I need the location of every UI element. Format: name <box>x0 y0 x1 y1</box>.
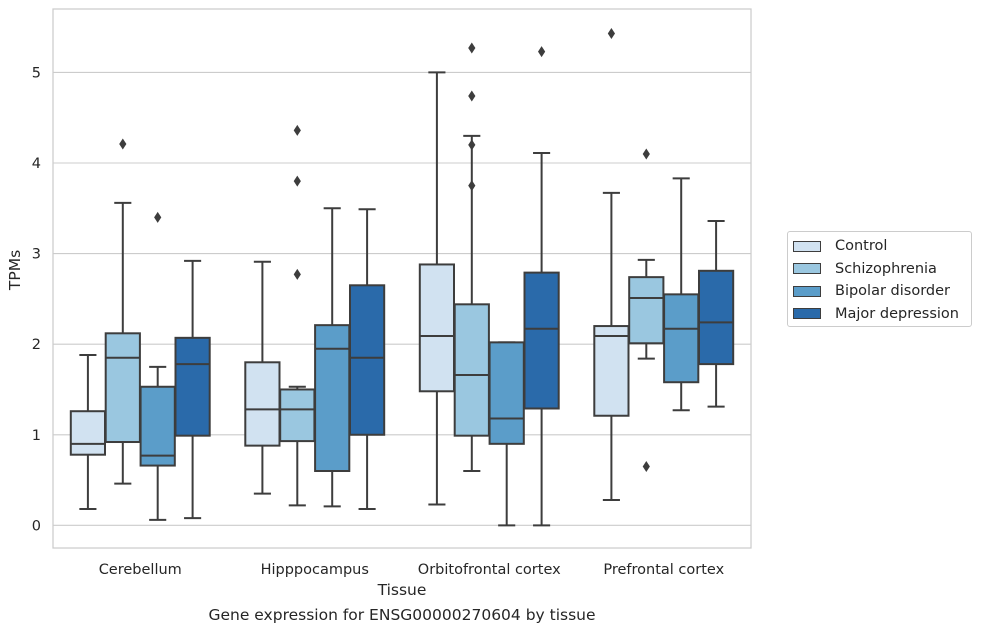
outlier-point <box>468 139 476 151</box>
box-control <box>69 354 107 511</box>
x-axis-label: Tissue <box>377 581 427 599</box>
box-major-depression <box>697 219 735 408</box>
legend-item: Control <box>793 235 971 258</box>
box-control <box>244 260 281 495</box>
box-schizophrenia <box>453 42 490 472</box>
y-tick-label: 3 <box>32 247 41 263</box>
y-tick-labels: 0 1 2 3 4 5 <box>32 65 41 534</box>
legend-swatch <box>793 285 821 297</box>
box-iqr <box>663 293 700 384</box>
legend-item: Bipolar disorder <box>793 280 971 303</box>
outlier-point <box>642 148 650 160</box>
x-tick-label: Orbitofrontal cortex <box>418 562 561 578</box>
plot-frame <box>52 8 752 549</box>
x-tick-label: Prefrontal cortex <box>603 562 724 578</box>
outlier-point <box>293 268 301 280</box>
x-tick-labels: Cerebellum Hipppocampus Orbitofrontal cort… <box>99 562 725 578</box>
y-tick-label: 2 <box>32 337 41 353</box>
box-iqr <box>453 303 490 437</box>
boxes-layer <box>69 27 735 527</box>
box-major-depression <box>174 259 211 520</box>
outlier-point <box>538 46 546 58</box>
box-major-depression <box>348 208 386 511</box>
legend-label: Major depression <box>835 305 959 322</box>
box-iqr <box>244 361 281 447</box>
legend-swatch <box>793 240 821 252</box>
box-schizophrenia <box>279 124 316 507</box>
legend-label: Schizophrenia <box>835 260 937 277</box>
box-iqr <box>174 336 211 437</box>
outlier-point <box>642 460 650 472</box>
box-iqr <box>628 276 665 345</box>
box-iqr <box>69 410 107 456</box>
outlier-point <box>468 42 476 54</box>
box-bipolar-disorder <box>488 341 525 527</box>
y-tick-label: 5 <box>32 65 41 81</box>
box-schizophrenia <box>104 138 141 485</box>
box-bipolar-disorder <box>663 177 700 412</box>
box-iqr <box>104 332 141 444</box>
chart-caption: Gene expression for ENSG00000270604 by t… <box>208 606 596 624</box>
box-iqr <box>523 271 560 410</box>
outlier-point <box>468 180 476 192</box>
legend-swatch <box>793 263 821 275</box>
box-control <box>418 71 456 506</box>
x-tick-label: Cerebellum <box>99 562 182 578</box>
box-bipolar-disorder <box>139 211 176 521</box>
x-tick-label: Hipppocampus <box>261 562 369 578</box>
outlier-point <box>293 175 301 187</box>
y-axis-label: TPMs <box>6 250 24 291</box>
box-iqr <box>314 324 351 473</box>
outlier-point <box>119 138 127 150</box>
legend: Control Schizophrenia Bipolar disorder Majo… <box>787 231 972 327</box>
box-iqr <box>139 385 176 467</box>
y-tick-label: 4 <box>32 156 41 172</box>
legend-item: Schizophrenia <box>793 258 971 281</box>
box-major-depression <box>523 46 560 527</box>
outlier-point <box>607 27 615 39</box>
legend-swatch <box>793 308 821 320</box>
y-tick-label: 0 <box>32 518 41 534</box>
box-schizophrenia <box>628 148 665 472</box>
y-tick-label: 1 <box>32 428 41 444</box>
box-control <box>593 27 630 501</box>
box-iqr <box>697 269 735 366</box>
legend-label: Control <box>835 238 888 255</box>
box-iqr <box>348 284 386 436</box>
box-iqr <box>279 388 316 443</box>
box-iqr <box>418 263 456 393</box>
outlier-point <box>293 124 301 136</box>
box-iqr <box>593 325 630 417</box>
box-iqr <box>488 341 525 445</box>
box-bipolar-disorder <box>314 207 351 508</box>
outlier-point <box>468 90 476 102</box>
legend-item: Major depression <box>793 303 971 326</box>
legend-label: Bipolar disorder <box>835 283 950 300</box>
outlier-point <box>154 211 162 223</box>
